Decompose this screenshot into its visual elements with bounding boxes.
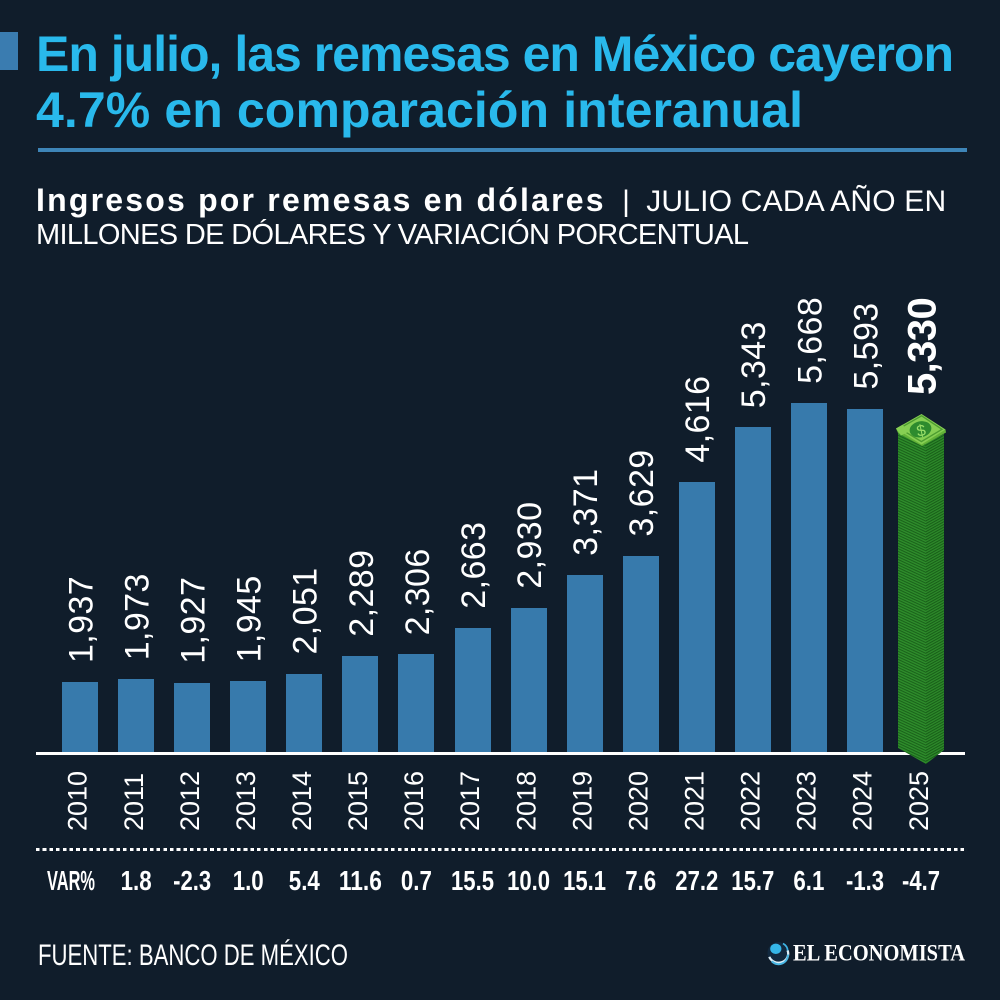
svg-text:2,663: 2,663 <box>455 522 493 609</box>
svg-text:-2.3: -2.3 <box>173 865 211 896</box>
svg-text:7.6: 7.6 <box>625 865 656 896</box>
svg-text:2013: 2013 <box>231 771 261 831</box>
svg-text:15.1: 15.1 <box>563 865 606 896</box>
svg-text:27.2: 27.2 <box>675 865 718 896</box>
svg-text:2019: 2019 <box>567 771 597 831</box>
svg-text:2022: 2022 <box>736 771 766 831</box>
svg-text:2017: 2017 <box>455 771 485 831</box>
svg-text:2016: 2016 <box>399 771 429 831</box>
svg-text:5.4: 5.4 <box>289 865 321 896</box>
svg-text:15.5: 15.5 <box>451 865 494 896</box>
svg-text:2,051: 2,051 <box>287 567 325 654</box>
svg-text:5,343: 5,343 <box>735 321 773 408</box>
svg-text:5,330: 5,330 <box>901 298 945 395</box>
svg-text:-4.7: -4.7 <box>902 865 940 896</box>
svg-text:FUENTE: BANCO DE MÉXICO: FUENTE: BANCO DE MÉXICO <box>38 939 348 972</box>
svg-text:1,937: 1,937 <box>62 576 100 663</box>
svg-text:1,927: 1,927 <box>175 577 213 664</box>
svg-text:4,616: 4,616 <box>679 376 717 463</box>
svg-text:2015: 2015 <box>343 771 373 831</box>
svg-text:2014: 2014 <box>287 771 317 831</box>
svg-text:2020: 2020 <box>623 771 653 831</box>
svg-text:2,306: 2,306 <box>399 548 437 635</box>
svg-text:3,371: 3,371 <box>567 469 605 556</box>
svg-text:2025: 2025 <box>904 771 934 831</box>
svg-text:2010: 2010 <box>63 771 93 831</box>
svg-text:2018: 2018 <box>511 771 541 831</box>
svg-text:10.0: 10.0 <box>507 865 550 896</box>
svg-text:EL ECONOMISTA: EL ECONOMISTA <box>793 941 965 967</box>
svg-text:2011: 2011 <box>119 773 149 831</box>
svg-text:2021: 2021 <box>680 771 710 831</box>
svg-text:1,945: 1,945 <box>231 575 269 662</box>
svg-text:1,973: 1,973 <box>119 573 157 660</box>
svg-text:2,289: 2,289 <box>343 550 381 637</box>
svg-text:0.7: 0.7 <box>401 865 432 896</box>
svg-text:2024: 2024 <box>848 771 878 831</box>
svg-text:$: $ <box>915 422 927 440</box>
svg-text:5,668: 5,668 <box>791 297 829 384</box>
svg-text:2012: 2012 <box>175 771 205 831</box>
svg-text:-1.3: -1.3 <box>846 865 884 896</box>
svg-text:1.0: 1.0 <box>233 865 264 896</box>
svg-text:5,593: 5,593 <box>847 302 885 389</box>
svg-text:3,629: 3,629 <box>623 449 661 536</box>
svg-text:VAR%: VAR% <box>47 865 95 896</box>
svg-text:1.8: 1.8 <box>121 865 152 896</box>
svg-text:2023: 2023 <box>792 771 822 831</box>
svg-text:11.6: 11.6 <box>339 865 382 896</box>
svg-text:15.7: 15.7 <box>731 865 774 896</box>
svg-text:2,930: 2,930 <box>511 502 549 589</box>
svg-text:6.1: 6.1 <box>793 865 824 896</box>
